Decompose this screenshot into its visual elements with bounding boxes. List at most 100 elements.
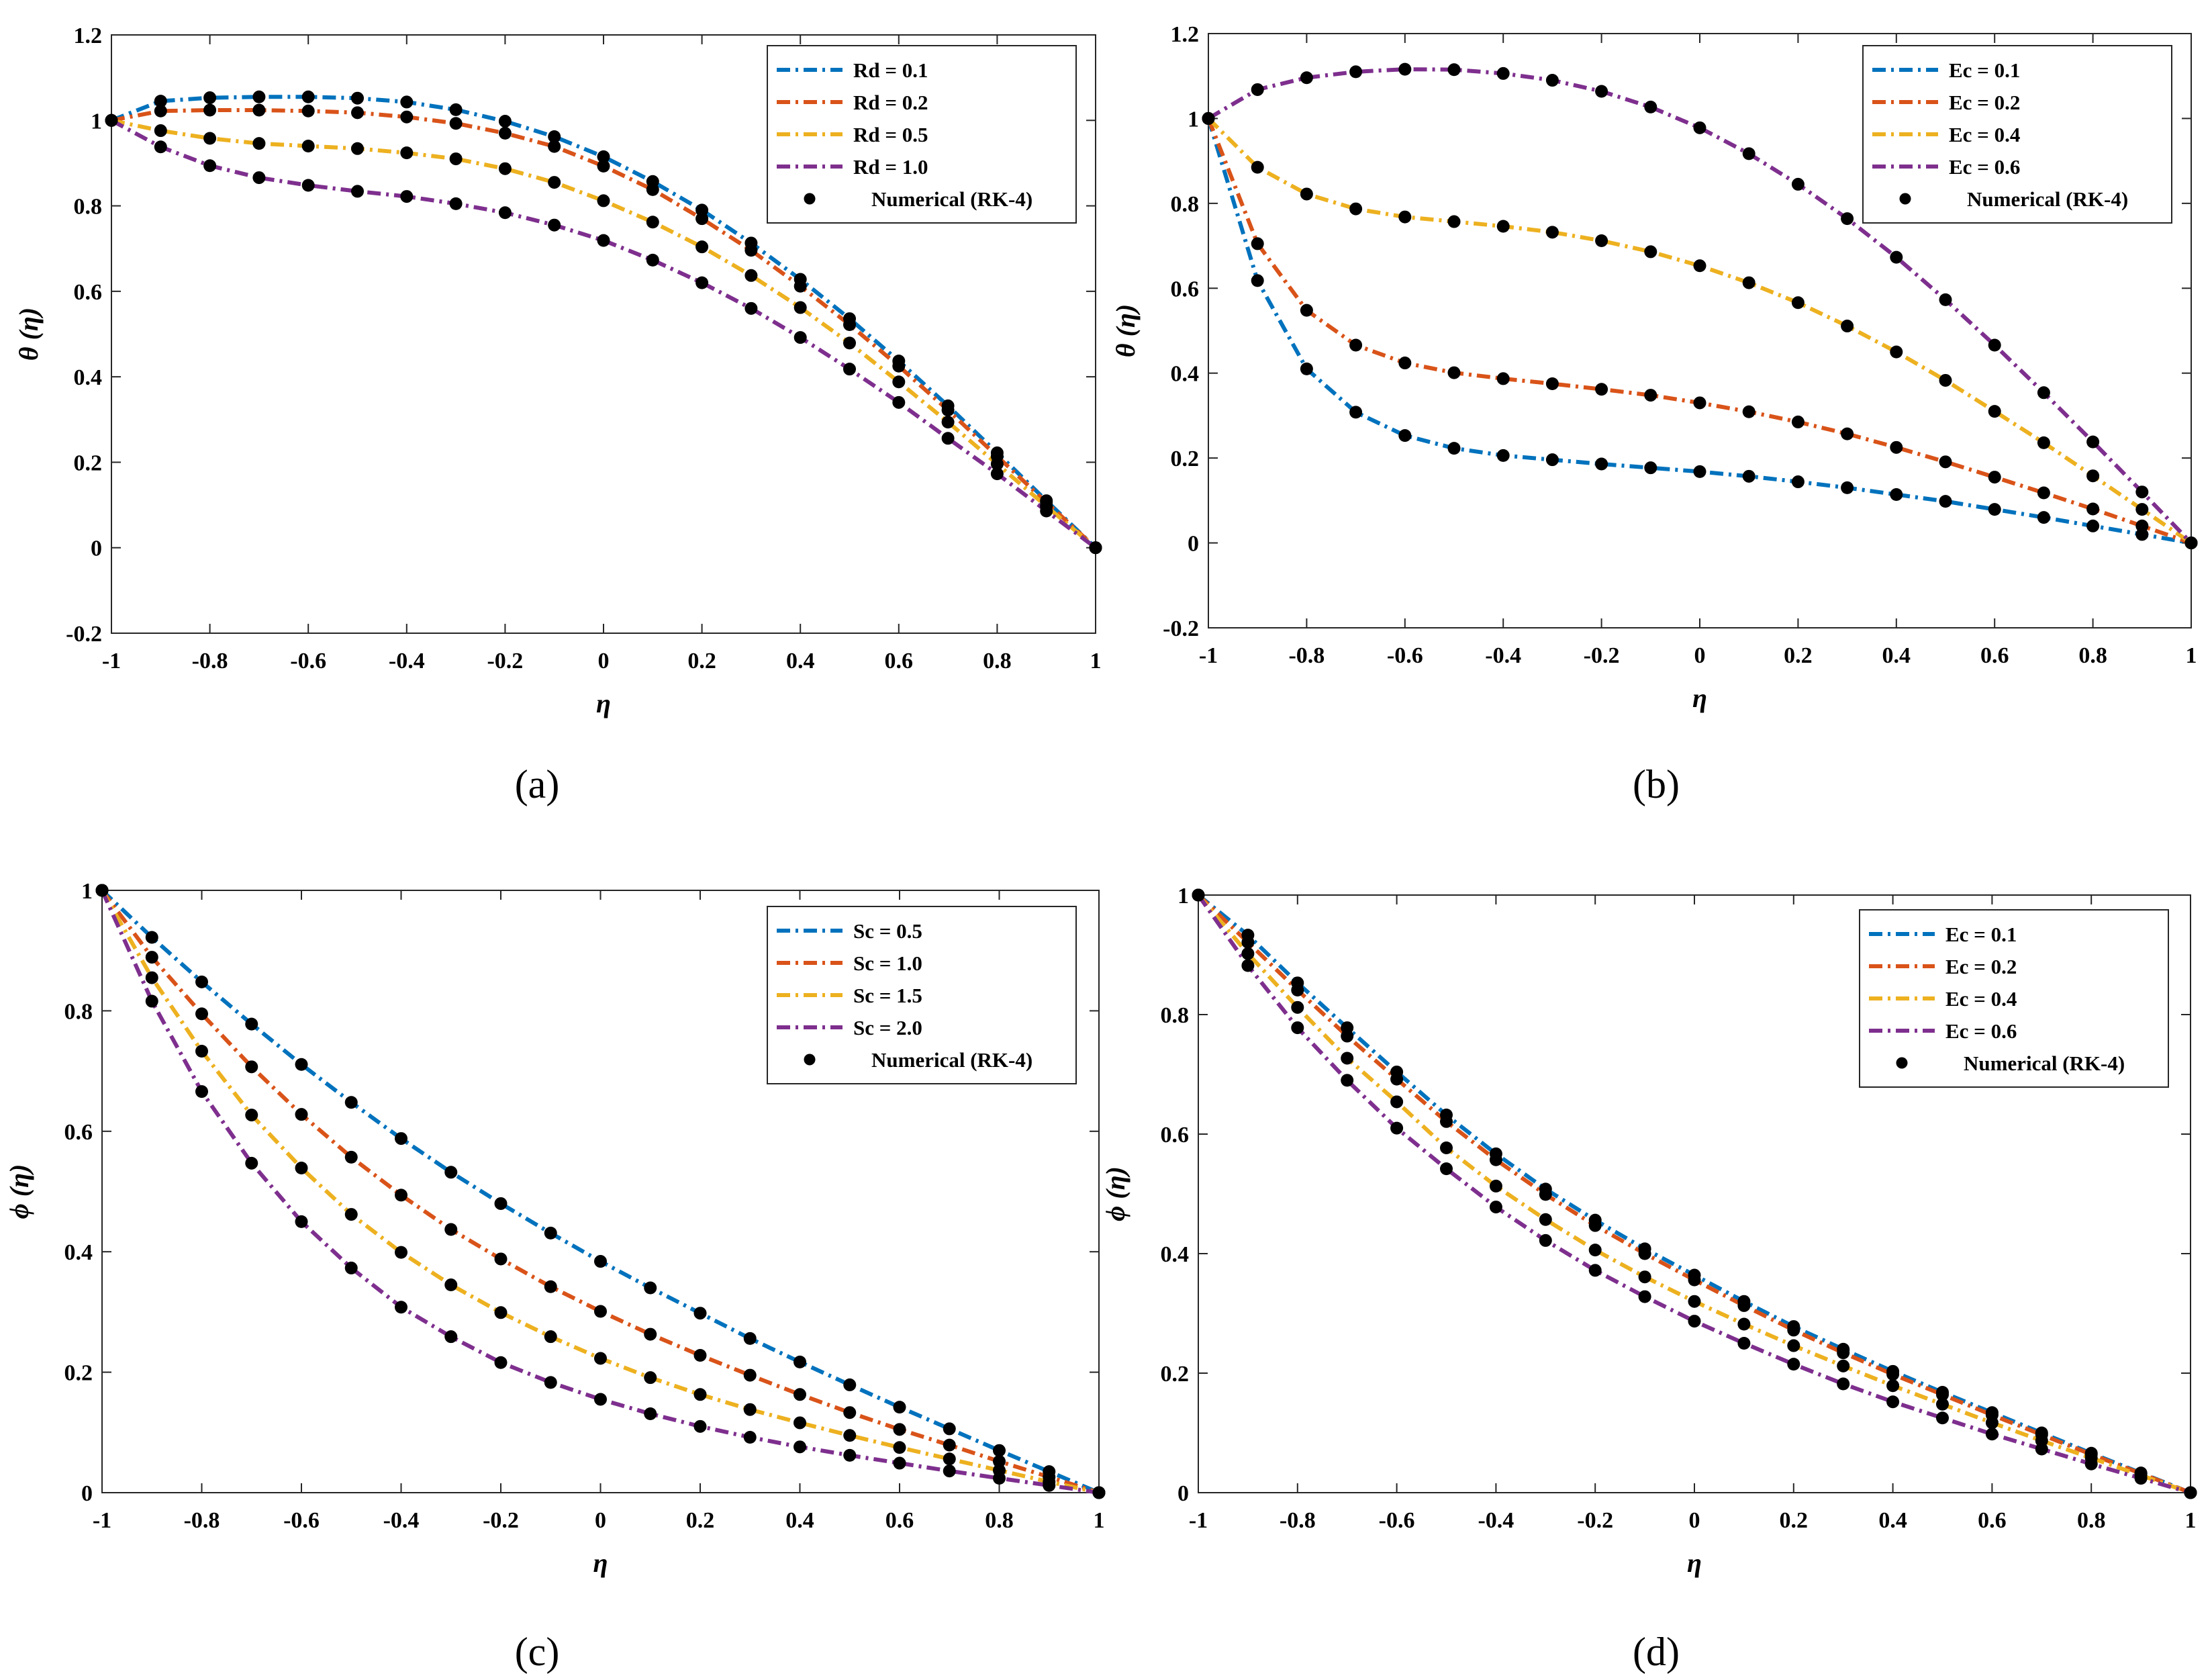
data-point xyxy=(105,113,118,127)
x-tick-label: -0.4 xyxy=(383,1508,420,1533)
data-point xyxy=(1202,111,1215,125)
series-line xyxy=(110,118,1097,550)
data-point xyxy=(444,1223,458,1236)
data-point xyxy=(993,1454,1006,1468)
legend-label: Ec = 0.2 xyxy=(1949,91,2020,114)
data-point xyxy=(941,432,955,445)
data-point xyxy=(1737,1299,1751,1312)
x-tick-label: -1 xyxy=(1189,1508,1208,1533)
x-tick-label: -0.6 xyxy=(1379,1508,1415,1533)
data-point xyxy=(2037,486,2050,500)
data-point xyxy=(154,95,167,108)
data-point xyxy=(295,1058,308,1071)
data-point xyxy=(646,253,659,267)
data-point xyxy=(344,1150,358,1164)
data-point xyxy=(400,190,414,203)
data-point xyxy=(1787,1358,1800,1371)
y-tick-label: 0.2 xyxy=(74,451,103,475)
y-axis-label: θ (η) xyxy=(1110,304,1141,357)
data-point xyxy=(400,146,414,160)
data-point xyxy=(400,110,414,124)
data-point xyxy=(1588,1219,1602,1232)
data-point xyxy=(1545,377,1559,391)
data-point xyxy=(145,994,158,1008)
y-axis-label: ϕ (η) xyxy=(4,1164,34,1219)
legend-box xyxy=(767,45,1077,224)
data-point xyxy=(498,162,512,175)
data-point xyxy=(1043,1479,1056,1492)
legend-box xyxy=(1859,909,2169,1088)
data-point xyxy=(145,951,158,964)
y-tick-label: 0.6 xyxy=(1171,277,1200,301)
data-point xyxy=(2086,502,2100,516)
data-point xyxy=(548,140,561,153)
data-point xyxy=(344,1261,358,1274)
data-point xyxy=(449,197,463,210)
data-point xyxy=(1300,187,1313,201)
data-point xyxy=(594,1352,607,1365)
data-point xyxy=(400,95,414,109)
data-point xyxy=(1241,959,1255,972)
data-point xyxy=(1886,1368,1900,1381)
data-point xyxy=(1693,121,1706,134)
data-point xyxy=(1837,1359,1850,1372)
y-tick-label: 0 xyxy=(1177,1481,1189,1506)
data-point xyxy=(695,212,709,226)
y-tick-label: 0 xyxy=(91,536,102,561)
data-point xyxy=(498,115,512,128)
data-point xyxy=(1291,1021,1304,1035)
panel-a: -1 -0.8 -0.6 -0.4 -0.2 0 0.2 0.4 0.6 0.8 1 -0.2 0 0.2… xyxy=(13,24,1102,806)
data-point xyxy=(743,1403,757,1416)
y-tick-label: 0.2 xyxy=(1161,1362,1190,1387)
data-point xyxy=(1742,147,1756,160)
data-point xyxy=(893,1456,906,1470)
data-point xyxy=(1936,1411,1949,1425)
data-point xyxy=(95,884,109,897)
data-point xyxy=(395,1246,407,1259)
data-point xyxy=(252,103,266,117)
data-point xyxy=(843,363,856,376)
data-point xyxy=(395,1188,407,1202)
data-point xyxy=(893,1401,906,1414)
data-point xyxy=(444,1330,458,1344)
data-point xyxy=(203,159,217,173)
data-point xyxy=(743,1332,757,1345)
legend-label: Rd = 1.0 xyxy=(853,155,928,179)
x-tick-label: 1 xyxy=(2185,1508,2197,1533)
data-point xyxy=(594,1255,607,1268)
x-axis-label: η xyxy=(593,1548,608,1578)
data-point xyxy=(843,318,856,331)
data-point xyxy=(1349,202,1363,216)
data-point xyxy=(993,1471,1006,1485)
data-point xyxy=(1988,503,2001,516)
data-point xyxy=(1539,1213,1552,1226)
data-point xyxy=(295,1215,308,1228)
data-point xyxy=(1588,1264,1602,1277)
data-point xyxy=(395,1301,407,1314)
data-point xyxy=(794,279,807,293)
legend-label: Ec = 0.1 xyxy=(1945,923,2017,946)
data-point xyxy=(2035,1442,2048,1456)
data-point xyxy=(1341,1052,1354,1065)
data-point xyxy=(1644,389,1657,402)
data-point xyxy=(1988,471,2001,484)
data-point xyxy=(794,1355,806,1368)
data-point xyxy=(1939,495,1952,508)
data-point xyxy=(743,1368,757,1382)
data-point xyxy=(943,1422,956,1436)
data-point xyxy=(1791,475,1805,489)
data-point xyxy=(744,244,758,257)
data-point xyxy=(1192,888,1205,902)
data-point xyxy=(1447,63,1461,77)
data-point xyxy=(1890,440,1903,454)
x-tick-label: 1 xyxy=(2186,643,2197,668)
data-point xyxy=(1545,453,1559,467)
data-point xyxy=(2086,519,2100,532)
data-point xyxy=(1496,66,1510,80)
x-tick-label: 1 xyxy=(1090,649,1102,673)
data-point xyxy=(1545,226,1559,239)
data-point xyxy=(1341,1074,1354,1087)
data-point xyxy=(1291,1000,1304,1014)
y-tick-label: 0.2 xyxy=(64,1361,93,1386)
data-point xyxy=(1791,415,1805,428)
